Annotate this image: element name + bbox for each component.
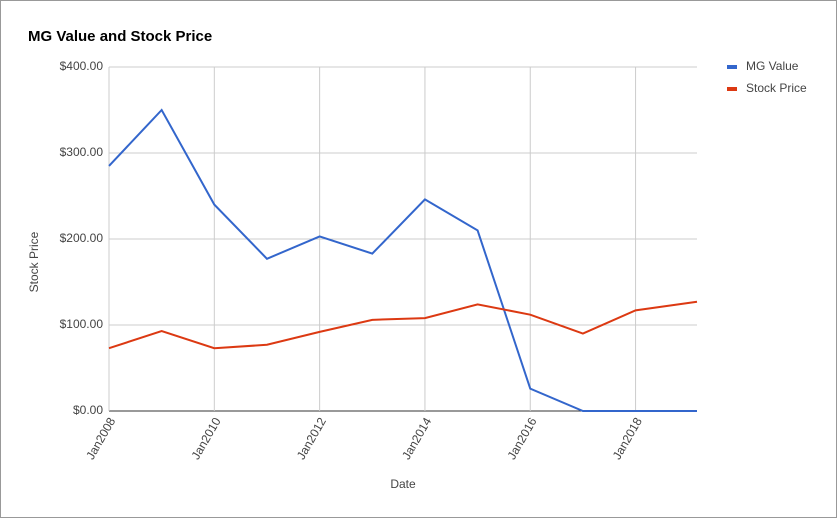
y-tick-label: $200.00 (60, 231, 104, 245)
legend-swatch (727, 65, 737, 69)
y-tick-label: $100.00 (60, 317, 104, 331)
x-axis-title: Date (390, 477, 416, 491)
y-tick-label: $400.00 (60, 59, 104, 73)
legend-label: MG Value (746, 59, 799, 73)
y-tick-label: $0.00 (73, 403, 103, 417)
data-line (108, 108, 697, 412)
y-axis-title: Stock Price (27, 231, 41, 292)
data-line (108, 300, 698, 350)
legend-swatch (727, 87, 737, 91)
y-tick-label: $300.00 (60, 145, 104, 159)
legend-label: Stock Price (746, 81, 807, 95)
chart-title: MG Value and Stock Price (28, 28, 212, 45)
